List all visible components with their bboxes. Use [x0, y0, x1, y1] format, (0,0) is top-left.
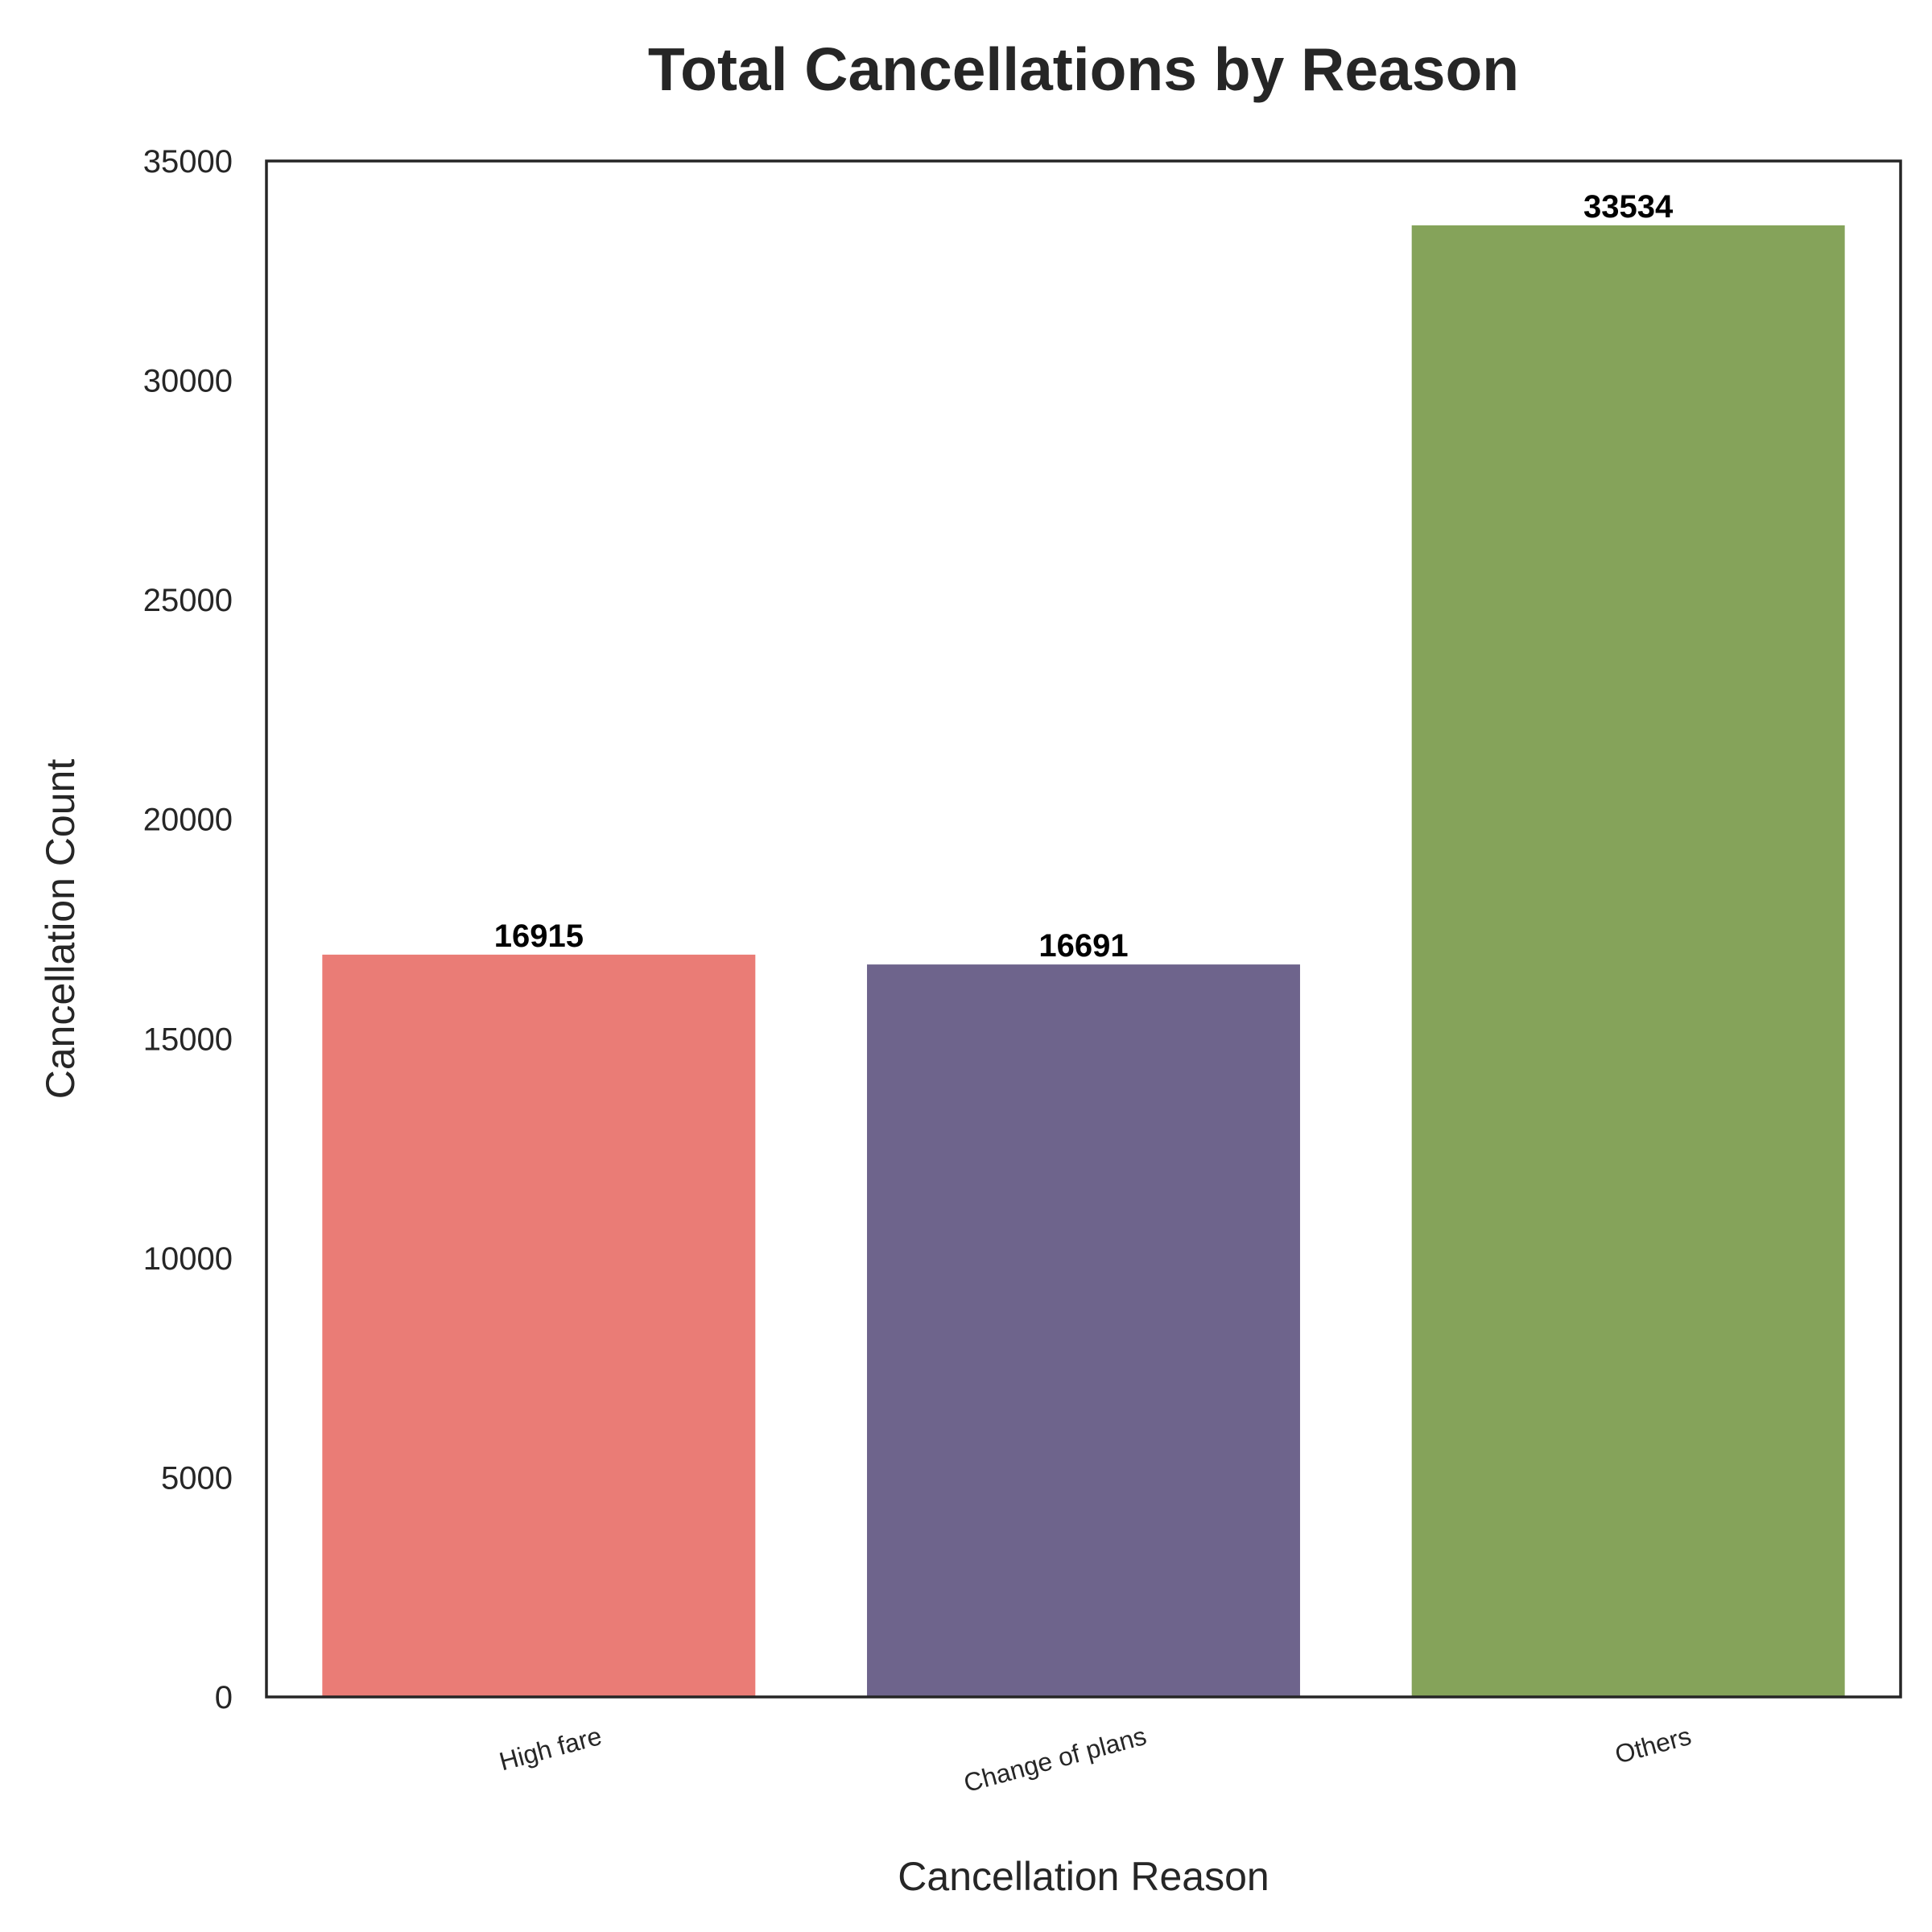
y-axis-ticks: 0 5000 10000 15000 20000 25000 30000 35000 [143, 144, 233, 1715]
bar-high-fare [322, 954, 756, 1697]
x-tick-label: Change of plans [960, 1721, 1149, 1798]
y-tick-label: 30000 [143, 364, 233, 399]
chart-title: Total Cancellations by Reason [648, 35, 1519, 103]
bar-change-of-plans [867, 964, 1300, 1697]
y-tick-label: 20000 [143, 803, 233, 838]
x-axis-ticks: High fare Change of plans Others [496, 1721, 1694, 1798]
data-label: 16691 [1038, 928, 1128, 964]
data-label: 16915 [494, 919, 584, 954]
bars-layer [322, 225, 1845, 1697]
y-tick-label: 0 [215, 1680, 233, 1715]
y-tick-label: 10000 [143, 1241, 233, 1277]
y-tick-label: 35000 [143, 144, 233, 180]
y-tick-label: 5000 [161, 1460, 233, 1496]
x-tick-label: High fare [496, 1721, 605, 1776]
bar-others [1411, 225, 1845, 1697]
y-axis-label: Cancellation Count [38, 759, 83, 1100]
y-tick-label: 25000 [143, 583, 233, 618]
data-label: 33534 [1583, 189, 1674, 225]
x-axis-label: Cancellation Reason [898, 1854, 1269, 1899]
plot-frame [265, 159, 1902, 1699]
y-tick-label: 15000 [143, 1022, 233, 1057]
data-labels-layer: 16915 16691 33534 [494, 189, 1674, 964]
x-tick-label: Others [1612, 1721, 1694, 1769]
